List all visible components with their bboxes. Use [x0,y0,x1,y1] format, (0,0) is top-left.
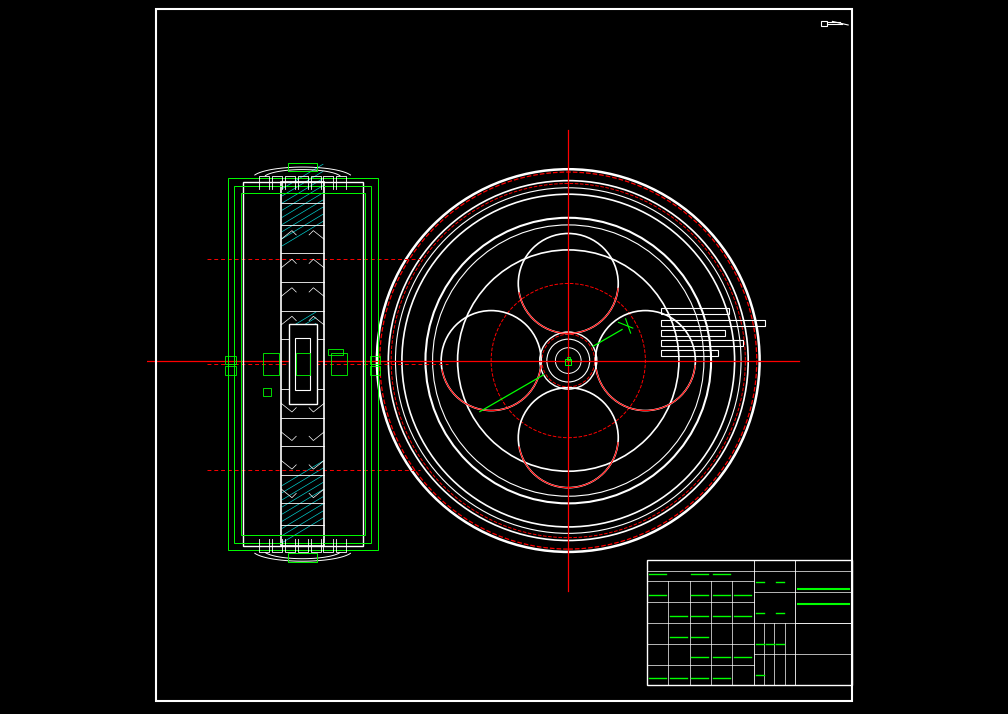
Bar [370,366,380,375]
Bar [328,349,344,355]
Bar [661,320,765,326]
Bar [225,356,236,364]
Bar [281,182,325,546]
Bar [821,21,827,26]
Bar [661,308,729,314]
Bar [228,178,378,550]
Bar [295,338,310,390]
Bar [263,353,279,375]
Bar [243,182,363,546]
Bar [566,357,570,360]
Bar [288,553,317,562]
Bar [263,388,270,396]
Bar [647,560,853,685]
Bar [288,163,317,171]
Bar [234,186,371,543]
Bar [370,356,380,364]
Bar [661,340,743,346]
Bar [288,324,317,404]
Bar [565,359,572,365]
Bar [332,353,347,375]
Bar [661,330,726,336]
Bar [661,350,718,356]
Bar [241,193,365,536]
Bar [225,366,236,375]
Bar [295,353,309,375]
